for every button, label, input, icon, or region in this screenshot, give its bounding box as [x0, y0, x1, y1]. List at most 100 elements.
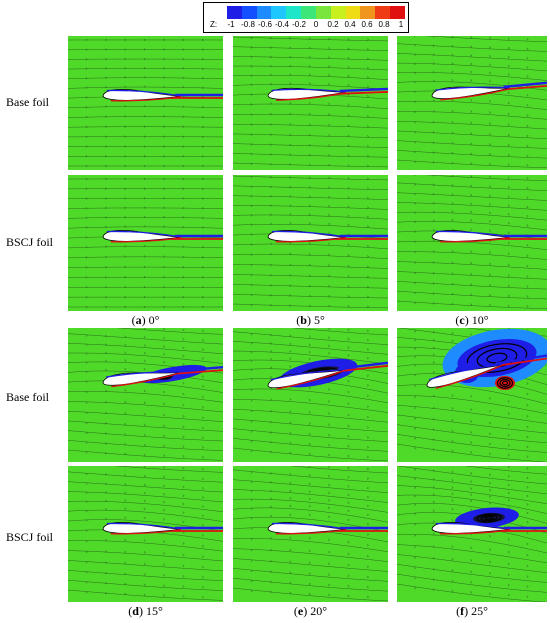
caption-d: (d) 15° [128, 604, 163, 618]
streamline-arrow [85, 571, 88, 574]
streamline-arrow [470, 162, 473, 165]
streamline-arrow [308, 163, 311, 166]
streamline-arrow [451, 98, 454, 102]
legend-swatch [345, 6, 361, 19]
streamline [233, 350, 388, 365]
streamline-arrow [451, 44, 454, 48]
streamline-arrow [85, 187, 88, 190]
streamline-arrow [163, 265, 166, 269]
streamline-arrow [105, 411, 108, 415]
streamline-arrow [308, 112, 311, 116]
streamline-arrow [270, 342, 273, 345]
streamline-arrow [182, 295, 185, 299]
streamline-arrow [105, 197, 108, 200]
streamline-arrow [432, 500, 435, 504]
streamline-arrow [85, 380, 88, 383]
streamline-arrow [451, 261, 454, 264]
streamline-arrow [347, 346, 350, 349]
streamline-arrow [289, 176, 292, 179]
streamline-arrow [201, 477, 205, 481]
streamline-arrow [451, 131, 454, 135]
streamline [397, 434, 547, 453]
streamline-arrow [270, 548, 273, 552]
streamline-arrow [85, 96, 88, 99]
streamline-arrow [250, 243, 253, 246]
streamline-arrow [85, 411, 88, 415]
streamlines [68, 177, 223, 309]
streamline-arrow [451, 589, 454, 593]
streamline-arrow [451, 545, 454, 548]
streamline-arrow [163, 145, 166, 148]
streamline-arrow [414, 261, 417, 264]
streamline-arrow [489, 410, 492, 413]
streamline-arrow [489, 489, 492, 492]
streamline-arrow [432, 302, 435, 305]
streamline-arrow [143, 275, 146, 279]
streamline [68, 266, 223, 268]
streamline-arrow [143, 125, 146, 128]
streamline [397, 240, 547, 250]
streamline-arrow [85, 38, 88, 42]
streamline-arrow [182, 38, 185, 42]
streamline-arrow [182, 177, 185, 181]
streamline-arrow [470, 121, 473, 124]
streamline-arrow [201, 555, 205, 558]
streamline-arrow [308, 411, 311, 414]
legend-swatch [286, 6, 302, 19]
streamline-arrow [163, 38, 166, 42]
streamline-arrow [347, 476, 350, 479]
streamline-arrow [432, 588, 435, 591]
streamline-arrow [328, 583, 331, 587]
streamline-arrow [85, 491, 88, 494]
streamline-arrow [451, 152, 454, 155]
streamline-arrow [366, 57, 370, 60]
streamline-arrow [347, 164, 350, 167]
streamline-arrow [414, 523, 417, 526]
streamline-arrow [347, 38, 350, 41]
streamline-arrow [526, 564, 529, 568]
streamline-arrow [451, 193, 454, 196]
streamline-arrow [85, 145, 88, 148]
streamline-arrow [414, 503, 417, 506]
streamline-arrow [143, 85, 146, 88]
streamline-arrow [289, 365, 292, 368]
streamline-arrow [163, 345, 166, 348]
streamline-arrow [432, 509, 435, 512]
streamline-arrow [250, 498, 253, 502]
streamline-arrow [489, 100, 492, 103]
streamline [68, 579, 223, 591]
streamline-arrow [470, 499, 473, 503]
wake-negative [495, 354, 547, 365]
streamline-arrow [328, 515, 331, 519]
streamline-arrow [182, 346, 185, 350]
streamline [233, 409, 388, 423]
streamline-arrow [289, 560, 292, 564]
streamline-arrow [308, 56, 311, 59]
separation-region [455, 507, 519, 529]
streamline-arrow [432, 44, 435, 47]
streamline-arrow [201, 295, 205, 299]
streamline-arrow [270, 82, 273, 86]
streamline-arrow [507, 498, 510, 502]
streamline-arrow [432, 282, 435, 285]
streamline-arrow [451, 110, 454, 113]
streamline-arrow [270, 222, 273, 226]
streamline-arrow [366, 504, 370, 508]
streamline-arrow [328, 483, 331, 487]
streamline-arrow [366, 455, 370, 459]
streamline-arrow [308, 176, 311, 179]
streamline-arrow [270, 514, 273, 518]
streamline-arrow [347, 540, 350, 544]
streamline-arrow [250, 162, 253, 166]
upper-shear-layer [105, 371, 181, 378]
streamline [397, 384, 547, 405]
streamline-arrow [470, 210, 473, 214]
streamline-arrow [470, 293, 473, 296]
streamline-arrow [289, 64, 292, 68]
streamline-arrow [347, 275, 350, 278]
streamline-arrow [85, 500, 88, 503]
streamline-arrow [250, 430, 253, 433]
streamline-arrow [308, 350, 311, 354]
streamline [233, 388, 388, 404]
streamline-arrow [308, 473, 311, 477]
